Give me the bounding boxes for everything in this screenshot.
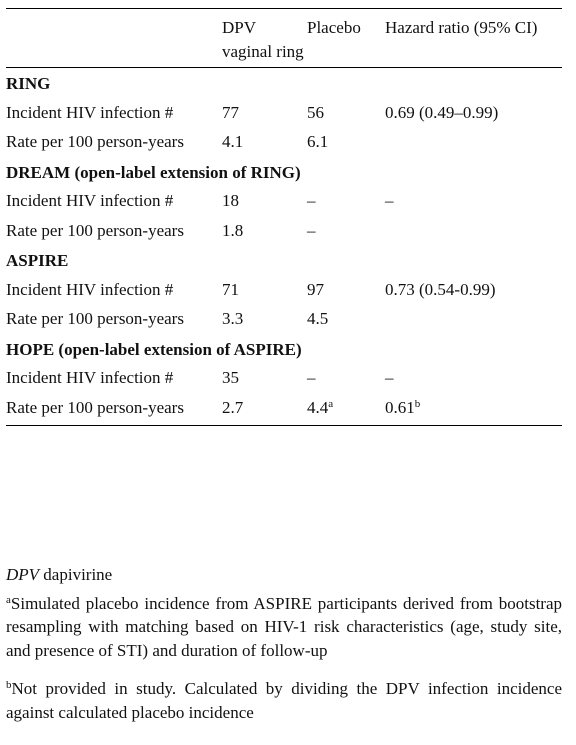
- footnote-mark: a: [328, 397, 334, 410]
- row-label: Incident HIV infection #: [6, 191, 174, 210]
- footnote: aSimulated placebo incidence from ASPIRE…: [6, 592, 562, 663]
- cell: 77: [222, 102, 239, 122]
- footnote-mark: b: [414, 397, 421, 410]
- column-header: Placebo: [307, 8, 385, 68]
- cell: 4.4a: [307, 393, 385, 426]
- row-label: Rate per 100 person-years: [6, 397, 184, 417]
- footnote-text: Simulated placebo incidence from ASPIRE …: [6, 593, 562, 660]
- cell: 56: [307, 102, 324, 122]
- cell: –: [307, 368, 316, 387]
- section-row: HOPE (open-label extension of ASPIRE): [6, 334, 562, 364]
- section-title: HOPE (open-label extension of ASPIRE): [6, 339, 302, 359]
- section-title: DREAM (open-label extension of RING): [6, 162, 301, 182]
- results-table: DPV vaginal ring Placebo Hazard ratio (95%…: [6, 8, 562, 426]
- cell: 35: [222, 368, 239, 387]
- row-label: Rate per 100 person-years: [6, 220, 184, 240]
- row-label: Rate per 100 person-years: [6, 309, 184, 328]
- data-row: Rate per 100 person-years 2.7 4.4a 0.61b: [6, 393, 562, 426]
- cell: 1.8: [222, 220, 244, 240]
- cell: 4.5: [307, 309, 329, 328]
- empty-cell: [385, 304, 562, 334]
- cell: –: [307, 191, 316, 210]
- header-blank: [6, 8, 222, 68]
- cell: 18: [222, 191, 239, 210]
- row-label: Incident HIV infection #: [6, 102, 174, 122]
- header-row: DPV vaginal ring Placebo Hazard ratio (95%…: [6, 8, 562, 68]
- row-label: Incident HIV infection #: [6, 279, 174, 299]
- data-row: Incident HIV infection # 35 – –: [6, 363, 562, 393]
- footnote: bNot provided in study. Calculated by di…: [6, 677, 562, 724]
- cell: 0.69 (0.49–0.99): [385, 102, 499, 122]
- section-title: RING: [6, 74, 51, 93]
- data-row: Rate per 100 person-years 3.3 4.5: [6, 304, 562, 334]
- section-title: ASPIRE: [6, 251, 69, 270]
- section-row: RING: [6, 68, 562, 98]
- cell: 2.7: [222, 397, 244, 417]
- cell: –: [385, 368, 394, 387]
- empty-cell: [385, 127, 562, 157]
- column-header: DPV vaginal ring: [222, 8, 307, 68]
- cell: –: [307, 220, 316, 240]
- cell-text: 0.61: [385, 397, 415, 417]
- data-row: Incident HIV infection # 77 56 0.69 (0.49–0…: [6, 98, 562, 128]
- cell: 0.61b: [385, 393, 562, 426]
- cell-text: 4.4: [307, 397, 329, 417]
- footnote-text: Not provided in study. Calculated by div…: [6, 679, 562, 722]
- cell: 97: [307, 279, 324, 299]
- section-row: ASPIRE: [6, 245, 562, 275]
- data-row: Incident HIV infection # 71 97 0.73 (0.54-0…: [6, 275, 562, 305]
- cell: 71: [222, 279, 239, 299]
- section-row: DREAM (open-label extension of RING): [6, 157, 562, 187]
- row-label: Incident HIV infection #: [6, 368, 174, 387]
- row-label: Rate per 100 person-years: [6, 132, 184, 151]
- cell: –: [385, 191, 394, 210]
- data-row: Rate per 100 person-years 4.1 6.1: [6, 127, 562, 157]
- footnotes: DPV dapivirine aSimulated placebo incide…: [6, 563, 562, 739]
- empty-cell: [385, 216, 562, 246]
- cell: 4.1: [222, 132, 244, 151]
- footnote-mark: b: [6, 679, 12, 691]
- cell: 3.3: [222, 309, 244, 328]
- footnote-mark: a: [6, 593, 11, 606]
- abbreviation: DPV: [6, 565, 40, 584]
- cell: 0.73 (0.54-0.99): [385, 279, 496, 299]
- abbreviation-text: dapivirine: [43, 565, 113, 584]
- column-header: Hazard ratio (95% CI): [385, 8, 562, 68]
- data-row: Rate per 100 person-years 1.8 –: [6, 216, 562, 246]
- cell: 6.1: [307, 132, 329, 151]
- data-row: Incident HIV infection # 18 – –: [6, 186, 562, 216]
- abbreviation-note: DPV dapivirine: [6, 563, 562, 587]
